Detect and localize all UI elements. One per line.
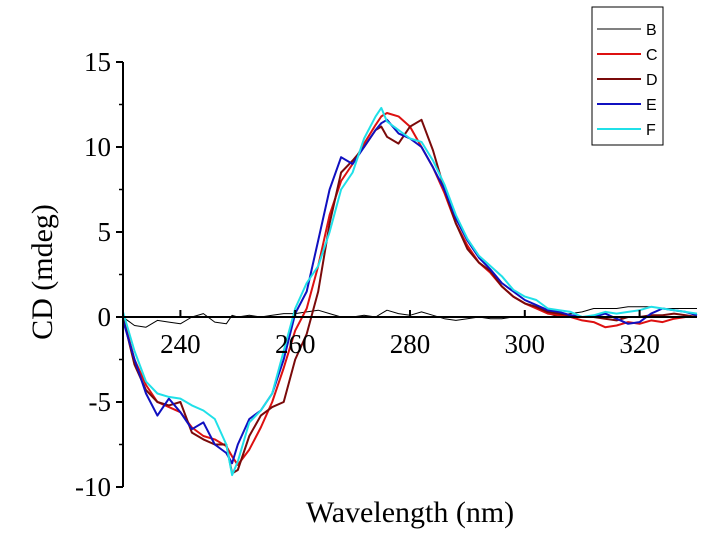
x-tick-label: 300 bbox=[505, 329, 546, 359]
legend-box bbox=[591, 6, 664, 146]
y-tick-label: -10 bbox=[75, 472, 111, 502]
y-tick-label: 5 bbox=[98, 217, 112, 247]
ticks-layer: 15 10 5 0 -5 -10 240 260 280 300 320 bbox=[75, 47, 660, 502]
legend-label-e: E bbox=[646, 97, 657, 114]
series-line-b bbox=[122, 306, 697, 328]
series-line-e bbox=[122, 118, 698, 465]
legend-label-c: C bbox=[646, 47, 658, 64]
legend-label-d: D bbox=[646, 72, 658, 89]
x-tick-label: 320 bbox=[619, 329, 660, 359]
x-tick-label: 280 bbox=[390, 329, 431, 359]
series-line-d bbox=[122, 118, 698, 475]
x-tick-label: 260 bbox=[275, 329, 316, 359]
y-tick-label: 15 bbox=[84, 47, 111, 77]
y-tick-label: 0 bbox=[98, 302, 112, 332]
legend-label-f: F bbox=[646, 122, 656, 139]
series-layer bbox=[122, 106, 698, 477]
x-tick-label: 240 bbox=[160, 329, 201, 359]
x-axis-title: Wavelength (nm) bbox=[306, 496, 514, 529]
legend-label-b: B bbox=[646, 22, 657, 39]
series-line-f bbox=[122, 106, 698, 477]
y-tick-label: -5 bbox=[89, 387, 112, 417]
series-line-c bbox=[122, 112, 697, 466]
y-axis-title: CD (mdeg) bbox=[26, 204, 59, 340]
y-tick-label: 10 bbox=[84, 132, 111, 162]
